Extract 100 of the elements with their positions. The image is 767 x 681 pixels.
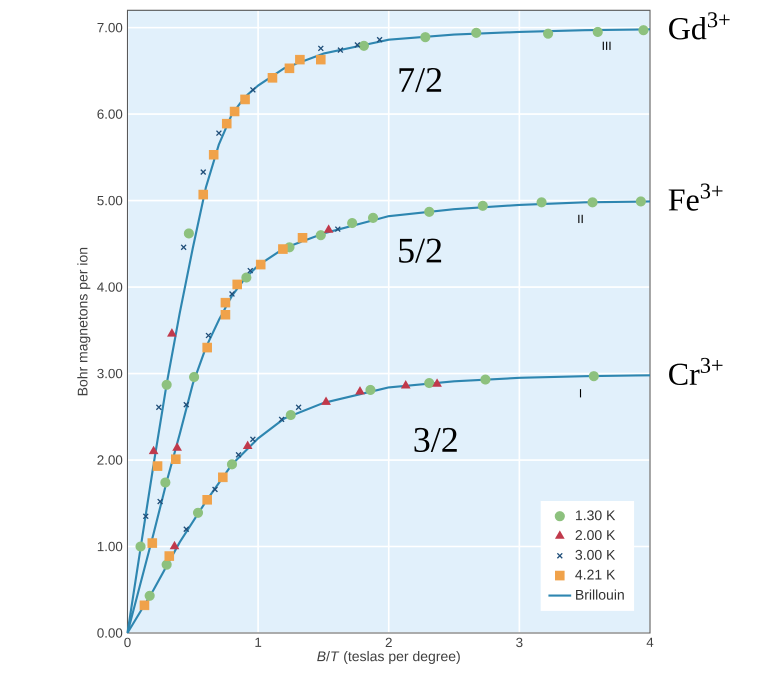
point [250, 436, 256, 442]
point [424, 206, 434, 217]
text: Cr$^{3+}$ [669, 358, 723, 386]
point [142, 513, 149, 520]
point [202, 495, 212, 505]
point [235, 452, 242, 458]
legend-label: 4.21 K [575, 570, 616, 580]
point [478, 200, 488, 211]
point [152, 461, 162, 471]
point [256, 260, 266, 270]
point [334, 226, 341, 232]
x-tick-label: 4 [646, 638, 654, 647]
point [160, 477, 170, 488]
point [183, 526, 190, 532]
point [226, 459, 238, 470]
point [171, 454, 181, 464]
point [536, 197, 547, 208]
point [218, 472, 228, 482]
legend-label: Brillouin [576, 589, 624, 600]
point [216, 130, 222, 136]
point [278, 416, 285, 422]
x-tick-label: 0 [124, 638, 131, 648]
point [222, 118, 232, 128]
point [208, 150, 218, 160]
point [202, 342, 212, 352]
x-axis-title: B/T (teslas per degree) [317, 650, 460, 664]
point [198, 190, 208, 200]
point [241, 272, 252, 283]
text: Gd$^{3+}$ [669, 12, 730, 40]
point [424, 378, 434, 388]
point [592, 26, 603, 38]
point [192, 508, 204, 518]
point [636, 196, 646, 207]
point [167, 328, 177, 337]
point [148, 446, 158, 454]
point [180, 244, 187, 250]
point [200, 168, 206, 176]
y-axis-title: Bohr magnetons per ion [77, 248, 90, 396]
point [278, 244, 288, 254]
point [316, 230, 326, 240]
point [298, 232, 308, 243]
point [316, 54, 326, 64]
point [212, 486, 218, 493]
point [170, 541, 180, 550]
y-tick-label: 7.00 [98, 22, 122, 32]
point [240, 94, 250, 104]
annotation: 7/2 [399, 68, 442, 92]
annotation: I [580, 389, 582, 398]
point [135, 541, 146, 552]
point [365, 384, 376, 396]
point [230, 106, 240, 116]
point [401, 380, 410, 388]
point [347, 218, 358, 228]
legend-label: 3.00 K [575, 550, 616, 560]
point [368, 212, 378, 223]
x-tick-label: 2 [386, 638, 392, 648]
legend-label: 1.30 K [576, 510, 616, 520]
point [220, 310, 230, 320]
annotation: 3/2 [414, 428, 457, 452]
point [189, 372, 200, 382]
y-tick-label: 1.00 [98, 542, 122, 552]
annotation: III [602, 42, 611, 50]
point [295, 54, 305, 64]
point [164, 551, 174, 561]
point [587, 197, 598, 208]
point [172, 442, 182, 451]
point [205, 332, 212, 339]
point [184, 228, 194, 239]
point [162, 560, 172, 570]
point [354, 42, 361, 48]
point [480, 374, 490, 385]
point [543, 28, 554, 39]
point [140, 600, 150, 610]
point [220, 298, 230, 308]
point [228, 290, 236, 298]
legend-label: 2.00 K [576, 530, 616, 540]
y-tick-label: 5.00 [97, 196, 122, 206]
point [324, 224, 334, 233]
point [250, 86, 256, 94]
point [157, 498, 164, 505]
point [420, 32, 430, 42]
point [358, 40, 369, 51]
point [242, 440, 252, 449]
y-tick-label: 2.00 [97, 455, 122, 465]
y-tick-label: 4.00 [97, 282, 122, 292]
y-tick-label: 0.00 [97, 628, 122, 638]
point [144, 590, 155, 601]
y-tick-label: 3.00 [97, 368, 122, 378]
x-tick-label: 1 [255, 638, 262, 647]
point [232, 280, 242, 290]
point [183, 402, 190, 408]
point [156, 404, 162, 410]
point [147, 538, 158, 548]
point [588, 371, 599, 382]
point [321, 396, 331, 405]
annotation: II [578, 214, 583, 224]
y-tick-label: 6.00 [97, 109, 122, 119]
point [286, 410, 296, 420]
point [268, 72, 278, 83]
point [355, 386, 365, 395]
